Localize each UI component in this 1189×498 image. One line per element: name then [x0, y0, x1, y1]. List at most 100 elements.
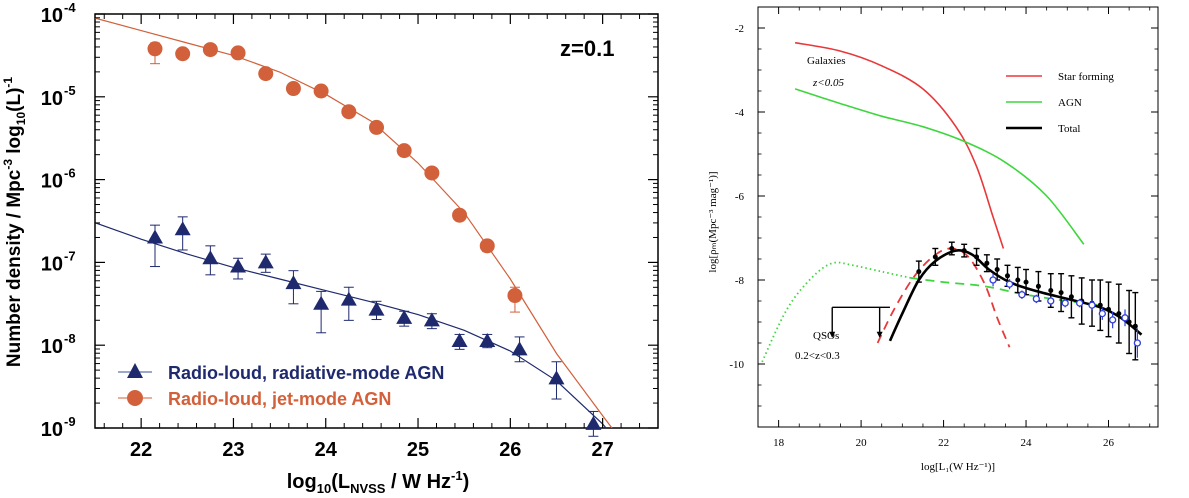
x-tick-label: 24 [315, 439, 338, 461]
curve-qso-agn-dashed [910, 277, 1101, 307]
legend-entry-radiative: Radio-loud, radiative-mode AGN [118, 363, 444, 383]
data-point-jet [258, 66, 274, 82]
right-y-tick-label: -4 [735, 107, 745, 119]
y-tick-exponent: -7 [64, 248, 76, 263]
black-data-point [1048, 288, 1054, 293]
legend-label-agn: AGN [1058, 97, 1082, 109]
blue-data-point [1075, 299, 1084, 307]
x-tick-label: 25 [407, 439, 429, 461]
y-tick-exponent: -9 [64, 414, 76, 429]
legend-entry-jet: Radio-loud, jet-mode AGN [118, 389, 391, 409]
legend-circle-marker [127, 390, 143, 406]
black-data-point [916, 269, 922, 275]
annotation-qsos: QSOs [813, 330, 839, 342]
y-tick-label: 10 [41, 88, 63, 110]
blue-data-point [1032, 295, 1041, 303]
curve-star-forming [794, 41, 1005, 249]
data-point-jet [175, 46, 191, 62]
legend-label-total: Total [1058, 123, 1080, 135]
data-point-jet [396, 143, 412, 159]
y-tick-label: 10 [41, 171, 63, 193]
right-plot-frame [757, 6, 1159, 428]
right-y-tick-label: -10 [729, 359, 744, 371]
left-y-axis-label: Number density / Mpc-3 log10(L)-1 [1, 77, 28, 367]
data-point-radiative [285, 275, 302, 290]
blue-data-point [1098, 309, 1106, 318]
black-data-point [994, 267, 1000, 272]
blue-data-point [989, 276, 997, 284]
black-data-point [1106, 306, 1112, 312]
annotation-galaxies-redshift: z<0.05 [812, 77, 844, 89]
y-tick-label: 10 [41, 419, 63, 441]
y-tick-label: 10 [41, 253, 63, 275]
data-point-jet [202, 42, 218, 58]
left-plot-frame [94, 13, 659, 429]
data-point-jet [147, 41, 163, 57]
data-point-radiative [174, 221, 191, 236]
data-point-radiative [423, 312, 440, 327]
blue-data-point [1088, 301, 1096, 309]
legend-label-jet: Radio-loud, jet-mode AGN [168, 389, 391, 409]
black-data-point [1097, 302, 1103, 308]
black-data-point [1058, 290, 1064, 296]
data-point-radiative [479, 333, 496, 348]
data-point-jet [369, 119, 384, 135]
data-point-jet [285, 81, 301, 97]
data-point-radiative [202, 250, 219, 265]
data-point-jet [479, 238, 495, 254]
x-tick-label: 23 [222, 439, 244, 461]
left-legend: Radio-loud, radiative-mode AGN Radio-lou… [118, 363, 444, 409]
x-tick-label: 22 [130, 439, 152, 461]
blue-data-point [1061, 299, 1069, 307]
left-x-axis-label: log10(LNVSS / W Hz-1) [287, 468, 470, 496]
legend-triangle-marker [127, 363, 143, 378]
blue-data-point [1121, 314, 1129, 322]
y-tick-label: 10 [41, 5, 63, 27]
right-legend: Star forming AGN Total [1006, 71, 1114, 135]
x-tick-label: 26 [499, 439, 521, 461]
data-point-jet [507, 288, 523, 304]
black-data-point [1126, 319, 1132, 325]
right-luminosity-function-chart: 18 20 22 24 26 -2 -4 -6 -8 -10 Galaxies z<0.05 QS… [707, 6, 1159, 473]
black-data-point [974, 254, 980, 260]
data-point-radiative [548, 370, 565, 385]
black-data-point [949, 246, 955, 251]
data-point-radiative [585, 415, 602, 430]
y-tick-exponent: -4 [64, 0, 76, 15]
right-x-tick-label: 18 [773, 437, 785, 449]
y-tick-exponent: -5 [64, 83, 76, 98]
x-tick-label: 27 [591, 439, 613, 461]
black-data-point [1068, 294, 1074, 300]
data-point-radiative [230, 258, 247, 273]
data-point-radiative [313, 295, 330, 310]
upper-limit-arrowhead [876, 331, 883, 338]
black-data-point [1015, 277, 1021, 283]
annotation-qsos-redshift: 0.2<z<0.3 [795, 350, 840, 362]
blue-data-point [1018, 291, 1026, 299]
black-data-point [1023, 279, 1029, 285]
data-point-radiative [257, 254, 274, 269]
y-tick-exponent: -6 [64, 166, 76, 181]
right-y-tick-label: -6 [735, 191, 745, 203]
right-x-axis-label: log[L₁(W Hz⁻¹)] [921, 461, 995, 473]
data-point-radiative [396, 309, 413, 324]
data-point-radiative [368, 301, 385, 316]
black-data-point [1116, 311, 1122, 317]
right-x-tick-label: 20 [856, 437, 868, 449]
black-data-point [1035, 283, 1041, 289]
data-point-radiative [451, 333, 468, 348]
blue-data-point [1133, 339, 1142, 347]
right-x-tick-label: 24 [1021, 437, 1033, 449]
right-y-axis-label: log[ρₘ(Mpc⁻³ mag⁻¹)] [707, 171, 719, 272]
right-x-tick-label: 26 [1103, 437, 1115, 449]
right-y-tick-label: -8 [735, 275, 745, 287]
data-point-jet [230, 45, 246, 61]
y-tick-label: 10 [41, 336, 63, 358]
black-data-point [961, 248, 967, 254]
blue-data-point [1005, 280, 1014, 288]
data-point-jet [424, 165, 440, 181]
black-data-point [932, 254, 938, 260]
data-point-jet [313, 83, 329, 99]
